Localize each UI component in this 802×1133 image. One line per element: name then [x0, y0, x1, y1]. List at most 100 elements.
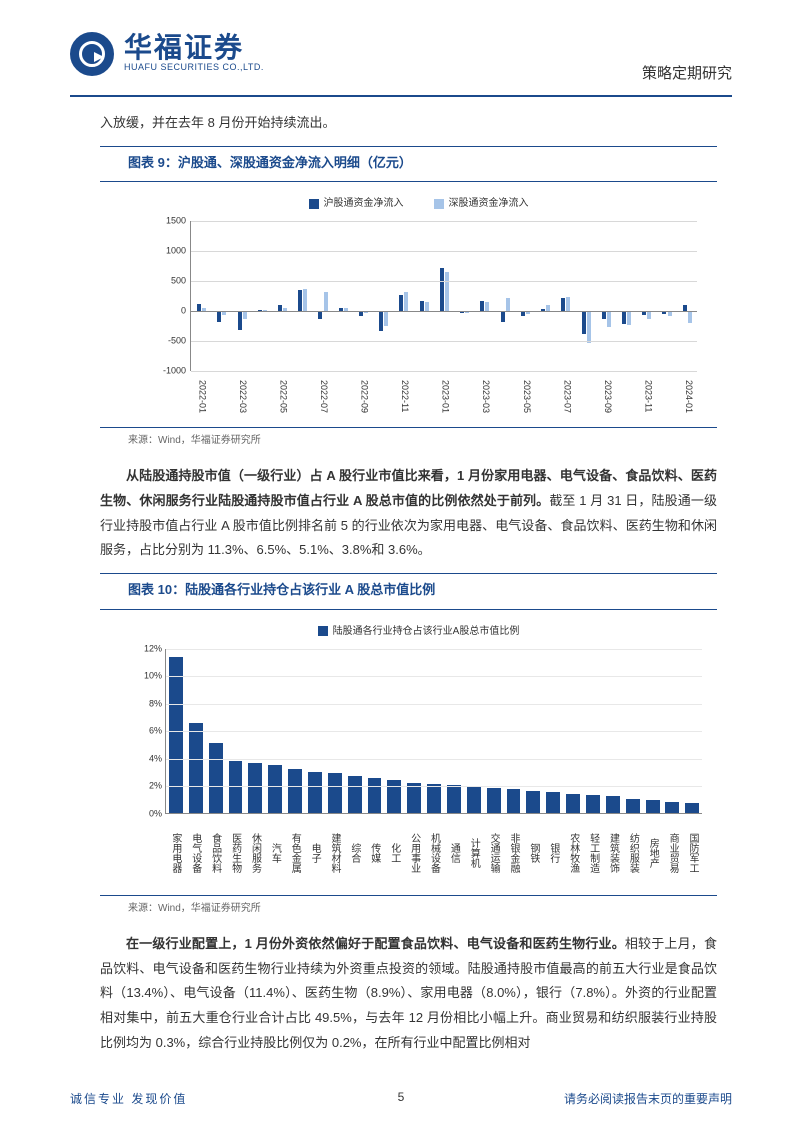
- bar: [602, 311, 606, 318]
- legend-swatch: [434, 199, 444, 209]
- bar-group: [555, 221, 575, 371]
- chart9-xlabels: 2022-012022-032022-052022-072022-092022-…: [190, 373, 697, 419]
- bar: [197, 304, 201, 311]
- x-tick-label: 轻工制造: [583, 817, 603, 889]
- bar-group: [252, 221, 272, 371]
- x-tick-label: 汽车: [264, 817, 284, 889]
- bar: [501, 311, 505, 322]
- bar-group: [636, 221, 656, 371]
- bar-group: [656, 221, 676, 371]
- bar: [566, 794, 580, 813]
- x-tick-label: 公用事业: [404, 817, 424, 889]
- chart9: -1000-500050010001500 2022-012022-032022…: [155, 221, 707, 421]
- chart10-legend: 陆股通各行业持仓占该行业A股总市值比例: [130, 622, 707, 641]
- bar: [379, 311, 383, 330]
- bar: [566, 297, 570, 311]
- bar-group: [434, 221, 454, 371]
- para1: 从陆股通持股市值（一级行业）占 A 股行业市值比来看，1 月份家用电器、电气设备…: [100, 464, 717, 563]
- x-tick-label: 计算机: [463, 817, 483, 889]
- x-tick-label: 2023-01: [433, 373, 453, 419]
- bar: [665, 802, 679, 813]
- gridline: [166, 786, 702, 787]
- x-tick-label: 2023-09: [596, 373, 616, 419]
- bar-group: [575, 221, 595, 371]
- chart10-title: 图表 10：陆股通各行业持仓占该行业 A 股总市值比例: [100, 573, 717, 610]
- x-tick-label: [413, 373, 433, 419]
- bar: [288, 769, 302, 813]
- gridline: [166, 759, 702, 760]
- company-name-en: HUAFU SECURITIES CO.,LTD.: [124, 62, 264, 74]
- y-tick-label: 0%: [136, 805, 162, 822]
- legend-label: 陆股通各行业持仓占该行业A股总市值比例: [333, 622, 520, 641]
- bar: [420, 301, 424, 312]
- bar-group: [231, 221, 251, 371]
- bar-group: [191, 221, 211, 371]
- x-tick-label: 2023-11: [636, 373, 656, 419]
- footer-left: 诚信专业 发现价值: [70, 1090, 187, 1107]
- bar: [582, 311, 586, 334]
- bar: [606, 796, 620, 813]
- bar: [209, 743, 223, 813]
- bar: [622, 311, 626, 324]
- bar-group: [414, 221, 434, 371]
- intro-line: 入放缓，并在去年 8 月份开始持续流出。: [100, 111, 717, 136]
- y-tick-label: 0: [156, 303, 186, 320]
- bar-group: [272, 221, 292, 371]
- gridline: [191, 371, 697, 372]
- x-tick-label: 休闲服务: [245, 817, 265, 889]
- bar: [328, 773, 342, 813]
- gridline: [191, 341, 697, 342]
- para2-bold: 在一级行业配置上，1 月份外资依然偏好于配置食品饮料、电气设备和医药生物行业。: [126, 936, 625, 951]
- bar: [268, 765, 282, 813]
- x-tick-label: [494, 373, 514, 419]
- bar: [427, 784, 441, 813]
- x-tick-label: 纺织服装: [622, 817, 642, 889]
- bar: [467, 787, 481, 813]
- bar: [546, 792, 560, 813]
- legend-swatch: [318, 626, 328, 636]
- footer-right: 请务必阅读报告末页的重要声明: [564, 1090, 732, 1107]
- bar: [627, 311, 631, 324]
- x-tick-label: 商业贸易: [662, 817, 682, 889]
- company-name-cn: 华福证券: [124, 34, 264, 62]
- bar: [587, 311, 591, 342]
- bar: [238, 311, 242, 330]
- x-tick-label: 2022-09: [352, 373, 372, 419]
- gridline: [166, 731, 702, 732]
- x-tick-label: 2023-05: [515, 373, 535, 419]
- x-tick-label: [251, 373, 271, 419]
- bar: [189, 723, 203, 812]
- bar: [368, 778, 382, 812]
- bar-group: [353, 221, 373, 371]
- bar: [506, 298, 510, 311]
- x-tick-label: 建筑装饰: [603, 817, 623, 889]
- bar: [308, 772, 322, 813]
- logo-icon: [70, 32, 114, 76]
- bar: [169, 657, 183, 812]
- bar-group: [211, 221, 231, 371]
- x-tick-label: 2023-07: [555, 373, 575, 419]
- x-tick-label: 2022-11: [393, 373, 413, 419]
- logo-text: 华福证券 HUAFU SECURITIES CO.,LTD.: [124, 34, 264, 74]
- bar: [647, 311, 651, 318]
- gridline: [191, 311, 697, 312]
- y-tick-label: 10%: [136, 668, 162, 685]
- bar-group: [677, 221, 697, 371]
- chart10-source: 来源：Wind，华福证券研究所: [100, 896, 717, 918]
- bar: [626, 799, 640, 813]
- legend-item: 沪股通资金净流入: [309, 194, 404, 213]
- bar: [445, 272, 449, 311]
- bar-group: [373, 221, 393, 371]
- logo: 华福证券 HUAFU SECURITIES CO.,LTD.: [70, 32, 264, 76]
- bar-group: [292, 221, 312, 371]
- bar: [387, 780, 401, 813]
- bar-group: [535, 221, 555, 371]
- x-tick-label: 电气设备: [185, 817, 205, 889]
- bar: [685, 803, 699, 813]
- gridline: [166, 649, 702, 650]
- bar: [646, 800, 660, 812]
- bar: [348, 776, 362, 813]
- bar: [324, 292, 328, 311]
- legend-label: 沪股通资金净流入: [324, 194, 404, 213]
- x-tick-label: 2022-03: [231, 373, 251, 419]
